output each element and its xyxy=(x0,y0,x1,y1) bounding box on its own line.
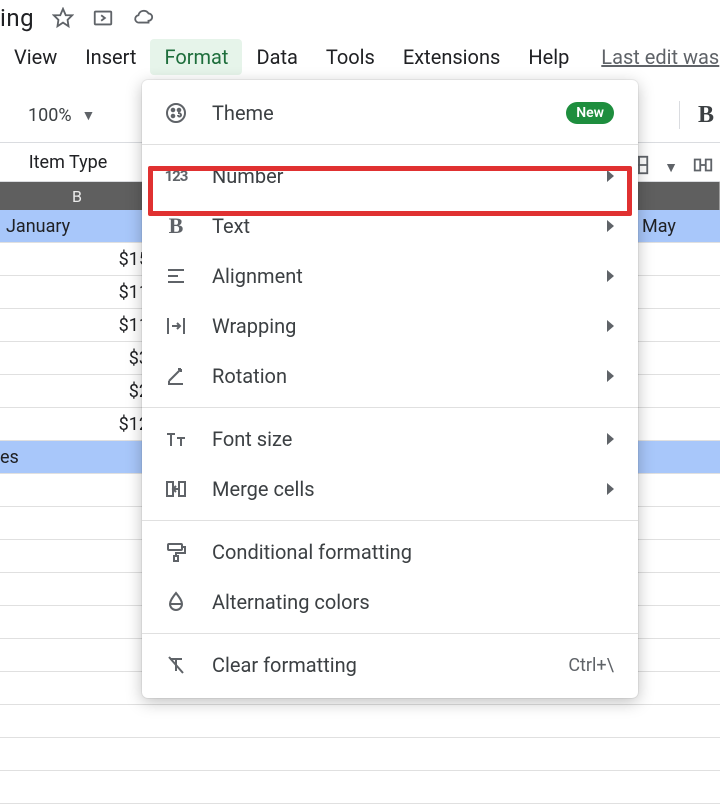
clear-format-icon xyxy=(162,651,190,679)
title-bar: ing xyxy=(0,0,720,36)
paint-roller-icon xyxy=(162,538,190,566)
menu-format[interactable]: Format xyxy=(150,39,242,75)
name-box[interactable]: Item Type xyxy=(8,147,128,177)
submenu-arrow-icon xyxy=(607,433,614,445)
column-header-b[interactable]: B xyxy=(0,182,155,210)
menu-item-clear-formatting[interactable]: Clear formatting Ctrl+\ xyxy=(142,640,638,690)
number-123-icon: 123 xyxy=(162,162,190,190)
last-edit-link[interactable]: Last edit was xyxy=(601,45,719,69)
menu-item-text[interactable]: B Text xyxy=(142,201,638,251)
menu-help[interactable]: Help xyxy=(514,39,583,75)
wrapping-icon xyxy=(162,312,190,340)
cell[interactable]: $11 xyxy=(0,315,155,336)
new-badge: New xyxy=(566,102,614,124)
menu-item-shortcut: Ctrl+\ xyxy=(568,655,614,676)
zoom-value: 100% xyxy=(28,105,72,126)
menu-separator xyxy=(142,520,638,521)
menu-item-alternating-colors[interactable]: Alternating colors xyxy=(142,577,638,627)
document-title[interactable]: ing xyxy=(0,4,34,32)
menu-item-label: Alternating colors xyxy=(212,590,614,614)
cell[interactable]: $11 xyxy=(0,282,155,303)
submenu-arrow-icon xyxy=(607,483,614,495)
alignment-icon xyxy=(162,262,190,290)
cell[interactable]: January xyxy=(0,216,155,237)
merge-cells-icon xyxy=(162,475,190,503)
submenu-arrow-icon xyxy=(607,320,614,332)
submenu-arrow-icon xyxy=(607,370,614,382)
table-row[interactable] xyxy=(0,738,720,771)
menu-separator xyxy=(142,144,638,145)
menu-separator xyxy=(142,407,638,408)
merge-peek-icon[interactable] xyxy=(692,154,714,180)
cell[interactable]: $15 xyxy=(0,249,155,270)
menu-item-alignment[interactable]: Alignment xyxy=(142,251,638,301)
submenu-arrow-icon xyxy=(607,220,614,232)
chevron-down-icon: ▼ xyxy=(664,159,678,176)
menu-item-label: Text xyxy=(212,214,607,238)
menu-bar: View Insert Format Data Tools Extensions… xyxy=(0,38,720,76)
column-header-f[interactable] xyxy=(638,182,720,210)
cell[interactable]: $2 xyxy=(0,381,155,402)
submenu-arrow-icon xyxy=(607,170,614,182)
menu-item-label: Font size xyxy=(212,427,607,451)
menu-item-label: Merge cells xyxy=(212,477,607,501)
zoom-selector[interactable]: 100% ▼ xyxy=(28,105,95,126)
menu-item-label: Alignment xyxy=(212,264,607,288)
font-size-icon xyxy=(162,425,190,453)
submenu-arrow-icon xyxy=(607,270,614,282)
menu-item-font-size[interactable]: Font size xyxy=(142,414,638,464)
menu-data[interactable]: Data xyxy=(242,39,311,75)
menu-item-merge-cells[interactable]: Merge cells xyxy=(142,464,638,514)
bold-button[interactable]: B xyxy=(698,102,714,129)
star-icon[interactable] xyxy=(52,7,74,29)
menu-item-theme[interactable]: Theme New xyxy=(142,88,638,138)
move-icon[interactable] xyxy=(92,7,114,29)
cell[interactable]: $3 xyxy=(0,348,155,369)
cloud-icon[interactable] xyxy=(132,7,154,29)
menu-item-number[interactable]: 123 Number xyxy=(142,151,638,201)
format-menu-popup: Theme New 123 Number B Text Alignment Wr… xyxy=(142,80,638,698)
menu-item-rotation[interactable]: Rotation xyxy=(142,351,638,401)
table-row[interactable] xyxy=(0,804,720,809)
menu-item-label: Conditional formatting xyxy=(212,540,614,564)
droplet-icon xyxy=(162,588,190,616)
menu-tools[interactable]: Tools xyxy=(312,39,389,75)
menu-view[interactable]: View xyxy=(0,39,71,75)
chevron-down-icon: ▼ xyxy=(82,107,96,124)
bold-icon: B xyxy=(162,212,190,240)
toolbar-peek: ▼ xyxy=(628,154,714,180)
menu-item-label: Clear formatting xyxy=(212,653,568,677)
menu-item-label: Wrapping xyxy=(212,314,607,338)
table-row[interactable] xyxy=(0,705,720,738)
toolbar-separator xyxy=(679,101,680,129)
cell[interactable]: May xyxy=(638,216,720,237)
menu-item-label: Rotation xyxy=(212,364,607,388)
menu-item-conditional-formatting[interactable]: Conditional formatting xyxy=(142,527,638,577)
menu-item-label: Number xyxy=(212,164,607,188)
menu-item-label: Theme xyxy=(212,101,566,125)
menu-extensions[interactable]: Extensions xyxy=(389,39,514,75)
table-row[interactable] xyxy=(0,771,720,804)
cell[interactable]: es xyxy=(0,447,155,468)
menu-item-wrapping[interactable]: Wrapping xyxy=(142,301,638,351)
palette-icon xyxy=(162,99,190,127)
menu-separator xyxy=(142,633,638,634)
rotation-icon xyxy=(162,362,190,390)
cell[interactable]: $12 xyxy=(0,414,155,435)
menu-insert[interactable]: Insert xyxy=(71,39,150,75)
